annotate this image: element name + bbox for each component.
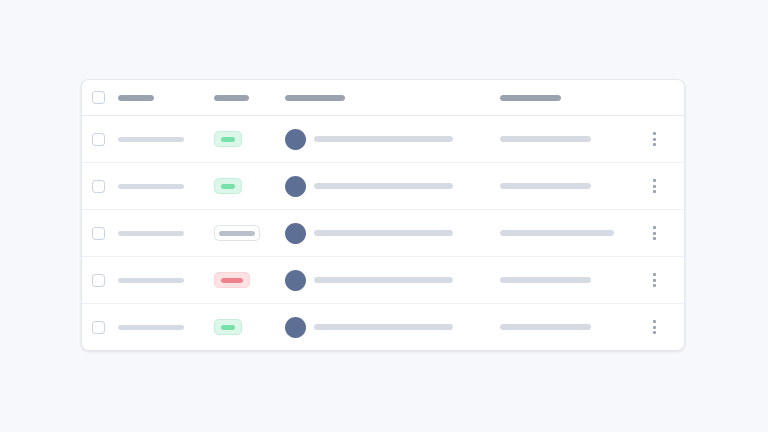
avatar (285, 128, 306, 150)
table-row[interactable] (82, 162, 684, 209)
row-checkbox[interactable] (92, 320, 105, 334)
skeleton-text-bar (314, 183, 453, 189)
table-body (82, 116, 684, 350)
table-row[interactable] (82, 209, 684, 256)
status-badge-skeleton-bar (221, 183, 235, 189)
skeleton-text-bar (118, 136, 184, 142)
header-skeleton-bar-2 (214, 94, 249, 101)
skeleton-text-bar (500, 183, 591, 189)
skeleton-text-bar (314, 324, 453, 330)
skeleton-text-bar (118, 277, 184, 283)
status-badge (214, 272, 250, 288)
avatar (285, 316, 306, 338)
header-skeleton-bar-1 (118, 94, 154, 101)
select-all-checkbox[interactable] (92, 91, 105, 104)
table-header-row (82, 80, 684, 116)
table-row[interactable] (82, 256, 684, 303)
kebab-menu-icon[interactable] (649, 128, 660, 150)
status-badge-skeleton-bar (221, 136, 235, 142)
status-badge-skeleton-bar (221, 324, 235, 330)
table-row[interactable] (82, 303, 684, 350)
skeleton-text-bar (500, 277, 591, 283)
skeleton-text-bar (500, 230, 614, 236)
row-checkbox[interactable] (92, 226, 105, 240)
skeleton-text-bar (500, 324, 591, 330)
status-badge (214, 131, 242, 147)
avatar (285, 222, 306, 244)
skeleton-text-bar (118, 230, 184, 236)
skeleton-text-bar (500, 136, 591, 142)
row-checkbox[interactable] (92, 273, 105, 287)
skeleton-text-bar (314, 277, 453, 283)
header-skeleton-bar-3 (285, 94, 345, 101)
row-checkbox[interactable] (92, 179, 105, 193)
skeleton-text-bar (118, 183, 184, 189)
status-badge (214, 225, 260, 241)
status-badge (214, 319, 242, 335)
kebab-menu-icon[interactable] (649, 316, 660, 338)
row-checkbox[interactable] (92, 132, 105, 146)
avatar (285, 175, 306, 197)
kebab-menu-icon[interactable] (649, 269, 660, 291)
data-table-card (81, 79, 685, 351)
kebab-menu-icon[interactable] (649, 222, 660, 244)
skeleton-text-bar (314, 136, 453, 142)
avatar (285, 269, 306, 291)
skeleton-text-bar (314, 230, 453, 236)
header-skeleton-bar-4 (500, 94, 561, 101)
status-badge-skeleton-bar (219, 230, 255, 236)
kebab-menu-icon[interactable] (649, 175, 660, 197)
status-badge (214, 178, 242, 194)
table-row[interactable] (82, 116, 684, 162)
status-badge-skeleton-bar (221, 277, 243, 283)
skeleton-text-bar (118, 324, 184, 330)
